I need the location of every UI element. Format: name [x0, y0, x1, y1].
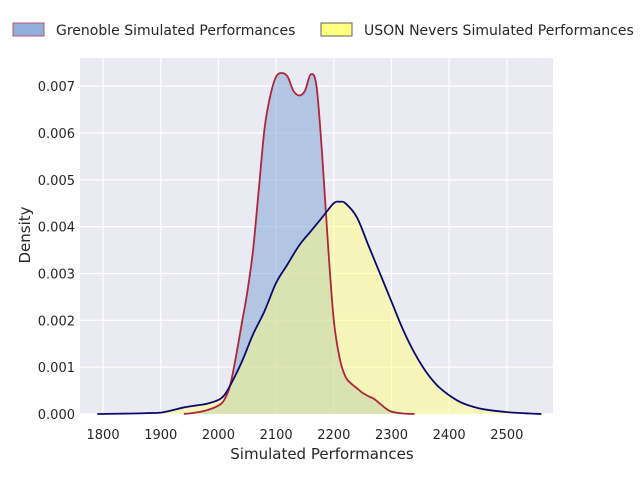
- y-tick-label: 0.001: [38, 361, 75, 376]
- y-tick-label: 0.000: [38, 408, 75, 423]
- density-line-uson-nevers: [97, 200, 542, 415]
- y-tick-label: 0.007: [38, 80, 75, 95]
- legend-label-grenoble: Grenoble Simulated Performances: [56, 23, 295, 39]
- density-area-uson-nevers: [97, 201, 542, 414]
- legend-label-uson-nevers: USON Nevers Simulated Performances: [364, 23, 634, 39]
- density-line-grenoble: [183, 72, 415, 415]
- y-axis-ticks: 0.000 0.001 0.002 0.003 0.004 0.005 0.006 0.007: [38, 80, 75, 423]
- legend-swatch-grenoble: [12, 22, 45, 37]
- x-axis-ticks: 1800 1900 2000 2100 2200 2300 2400 2500: [87, 428, 524, 443]
- y-tick-label: 0.006: [38, 127, 75, 142]
- density-lines: [97, 72, 542, 415]
- y-tick-label: 0.004: [38, 221, 75, 236]
- x-tick-label: 2200: [317, 428, 350, 443]
- x-tick-label: 2500: [490, 428, 523, 443]
- y-axis-label: Density: [16, 206, 34, 263]
- y-tick-label: 0.002: [38, 314, 75, 329]
- legend: Grenoble Simulated Performances USON Nev…: [12, 22, 634, 39]
- y-tick-label: 0.003: [38, 267, 75, 282]
- x-tick-label: 1800: [87, 428, 120, 443]
- x-tick-label: 1900: [144, 428, 177, 443]
- legend-swatch-uson-nevers: [320, 22, 353, 37]
- x-tick-label: 2100: [260, 428, 293, 443]
- x-tick-label: 2300: [375, 428, 408, 443]
- x-axis-label: Simulated Performances: [230, 445, 414, 463]
- x-tick-label: 2400: [433, 428, 466, 443]
- y-tick-label: 0.005: [38, 174, 75, 189]
- x-tick-label: 2000: [202, 428, 235, 443]
